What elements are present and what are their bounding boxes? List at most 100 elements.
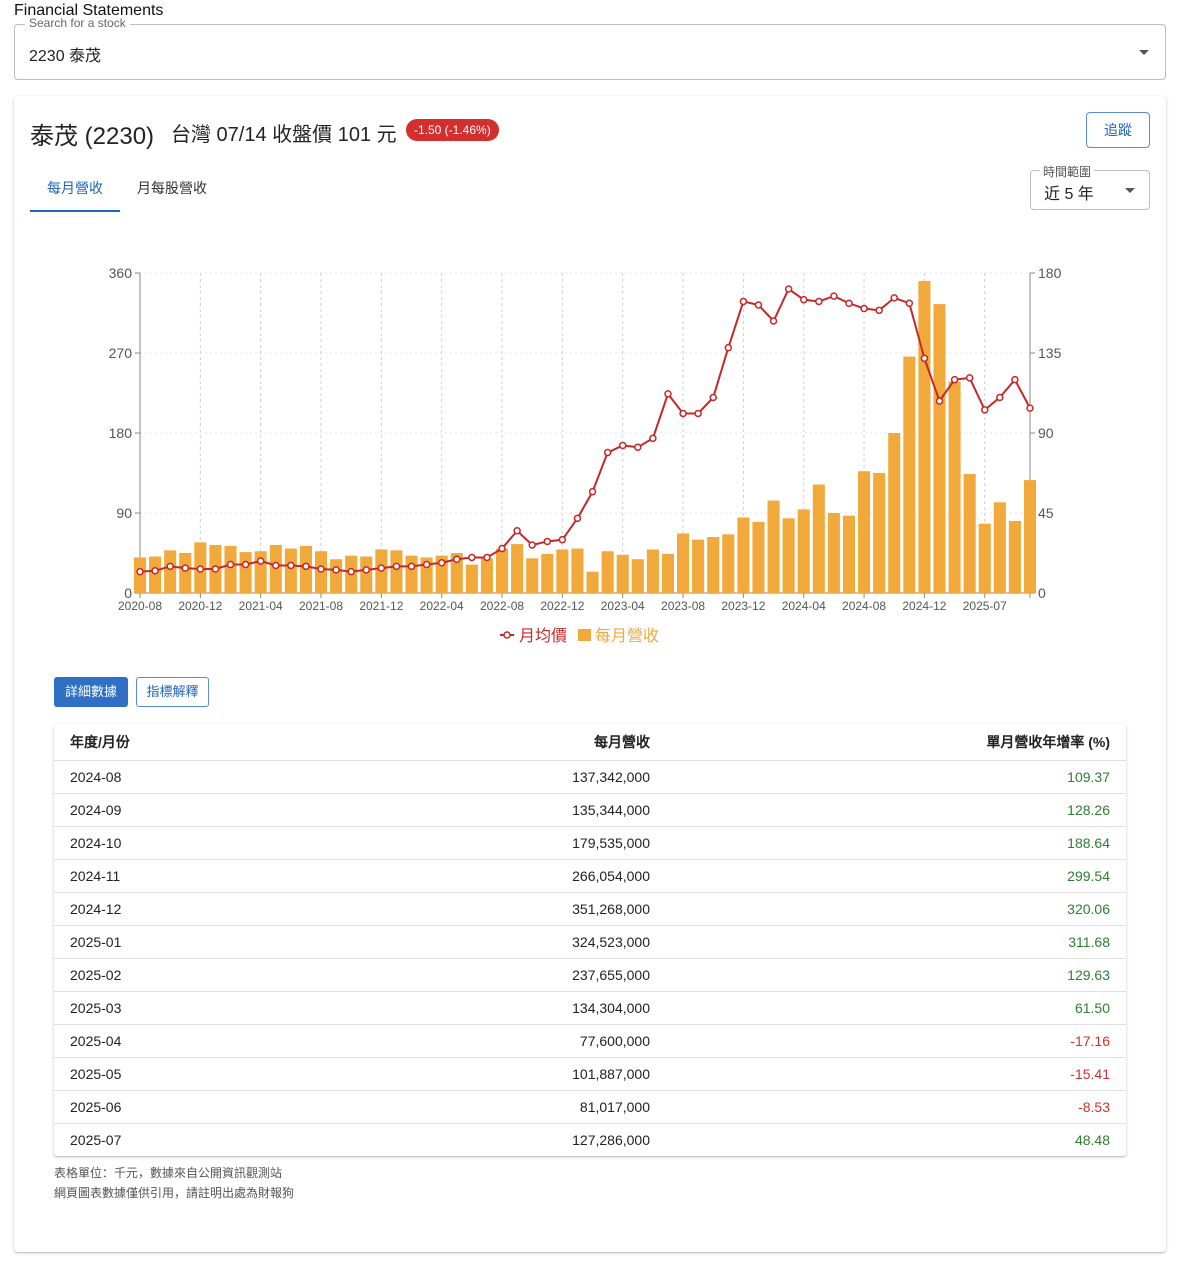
stock-search-select[interactable]: Search for a stock 2230 泰茂 (14, 16, 1166, 80)
table-row: 2025-05 101,887,000 -15.41 (54, 1057, 1126, 1090)
chevron-down-icon[interactable] (1139, 50, 1149, 55)
cell-month: 2024-10 (70, 834, 122, 851)
avg-price-point (950, 375, 959, 384)
revenue-bar (963, 473, 976, 593)
revenue-bar (631, 559, 644, 593)
tab-monthly-revenue[interactable]: 每月營收 (30, 168, 120, 212)
cell-month: 2025-06 (70, 1098, 122, 1115)
revenue-bar (646, 549, 659, 593)
legend-line-marker (503, 631, 511, 639)
avg-price-point (588, 487, 597, 496)
cell-yoy: 320.06 (1067, 900, 1110, 917)
avg-price-point (347, 567, 355, 576)
cell-revenue: 266,054,000 (572, 867, 650, 884)
avg-price-point (965, 374, 974, 382)
avg-price-point (272, 561, 280, 570)
cell-yoy: -15.41 (1070, 1065, 1110, 1082)
avg-price-point (256, 557, 265, 565)
table-row: 2024-12 351,268,000 320.06 (54, 892, 1126, 925)
cell-month: 2025-05 (70, 1065, 122, 1082)
cell-revenue: 351,268,000 (572, 900, 650, 917)
time-range-value: 近 5 年 (1044, 186, 1094, 203)
avg-price-point (453, 555, 461, 563)
cell-revenue: 134,304,000 (572, 999, 650, 1016)
revenue-bar (511, 544, 524, 593)
revenue-bar (873, 473, 886, 593)
revenue-bar (390, 550, 403, 593)
table-row: 2025-07 127,286,000 48.48 (54, 1123, 1126, 1156)
avg-price-point (241, 560, 250, 569)
avg-price-point (1026, 404, 1034, 412)
avg-price-point (739, 297, 748, 306)
col-header-yoy[interactable]: 單月營收年增率 (%) (986, 733, 1110, 750)
follow-button[interactable]: 追蹤 (1086, 112, 1150, 148)
x-tick-label: 2022-08 (480, 599, 524, 613)
avg-price-point (634, 443, 642, 451)
x-tick-label: 2020-12 (178, 599, 222, 613)
revenue-bar (677, 533, 690, 593)
table-row: 2024-10 179,535,000 188.64 (54, 826, 1126, 859)
revenue-bar (918, 281, 931, 593)
avg-price-point (573, 514, 582, 523)
legend-label-price: 月均價 (519, 626, 567, 645)
avg-price-point (362, 566, 371, 574)
time-range-select[interactable]: 時間範圍 近 5 年 (1030, 163, 1150, 210)
revenue-bar (903, 356, 916, 593)
avg-price-point (724, 343, 733, 352)
col-header-month[interactable]: 年度/月份 (70, 733, 130, 750)
price-change-badge: -1.50 (-1.46%) (406, 119, 499, 141)
revenue-bar (722, 534, 735, 593)
table-row: 2025-01 324,523,000 311.68 (54, 925, 1126, 958)
table-row: 2024-09 135,344,000 128.26 (54, 793, 1126, 826)
chevron-down-icon[interactable] (1125, 188, 1135, 193)
cell-month: 2024-09 (70, 801, 122, 818)
x-tick-label: 2020-08 (118, 599, 162, 613)
revenue-table: 年度/月份 每月營收 單月營收年增率 (%) 2024-08 137,342,00… (54, 724, 1126, 1156)
tab-monthly-eps-revenue[interactable]: 月每股營收 (137, 180, 207, 196)
avg-price-point (302, 562, 310, 571)
cell-revenue: 237,655,000 (572, 966, 650, 983)
x-tick-label: 2021-08 (299, 599, 343, 613)
revenue-bar (752, 521, 765, 593)
detail-data-button[interactable]: 詳細數據 (54, 677, 128, 707)
avg-price-point (392, 562, 401, 571)
revenue-bar (164, 550, 177, 593)
revenue-bar (601, 551, 614, 593)
avg-price-point (196, 565, 205, 573)
revenue-bar (179, 553, 192, 593)
avg-price-point (498, 544, 506, 553)
cell-revenue: 179,535,000 (572, 834, 650, 851)
revenue-bar (797, 509, 810, 593)
x-tick-label: 2024-04 (782, 599, 826, 613)
table-row: 2024-08 137,342,000 109.37 (54, 760, 1126, 793)
legend-label-revenue: 每月營收 (595, 626, 659, 645)
table-header-row: 年度/月份 每月營收 單月營收年增率 (%) (54, 724, 1126, 760)
revenue-bar (224, 545, 237, 593)
search-label: Search for a stock (25, 16, 130, 30)
cell-month: 2024-12 (70, 900, 122, 917)
x-tick-label: 2021-04 (239, 599, 283, 613)
avg-price-point (151, 567, 159, 575)
avg-price-point (136, 567, 144, 576)
indicator-explain-button[interactable]: 指標解釋 (136, 677, 209, 707)
avg-price-point (407, 562, 416, 571)
y-tick-label-right: 0 (1038, 585, 1046, 601)
revenue-bar (782, 518, 795, 593)
avg-price-point (649, 434, 657, 443)
app-title: Financial Statements (14, 2, 164, 19)
revenue-bar (450, 553, 463, 593)
avg-price-point (664, 390, 672, 398)
table-row: 2025-06 81,017,000 -8.53 (54, 1090, 1126, 1123)
x-tick-label: 2022-04 (420, 599, 464, 613)
avg-price-point (287, 561, 295, 570)
avg-price-point (226, 560, 235, 569)
revenue-bar (661, 553, 674, 593)
revenue-bar (149, 556, 162, 593)
revenue-bar (692, 539, 705, 593)
x-tick-label: 2023-04 (601, 599, 645, 613)
col-header-revenue[interactable]: 每月營收 (594, 733, 650, 750)
avg-price-point (830, 292, 838, 300)
revenue-bar (360, 556, 373, 593)
cell-revenue: 137,342,000 (572, 768, 650, 785)
y-tick-label-left: 270 (109, 345, 133, 361)
